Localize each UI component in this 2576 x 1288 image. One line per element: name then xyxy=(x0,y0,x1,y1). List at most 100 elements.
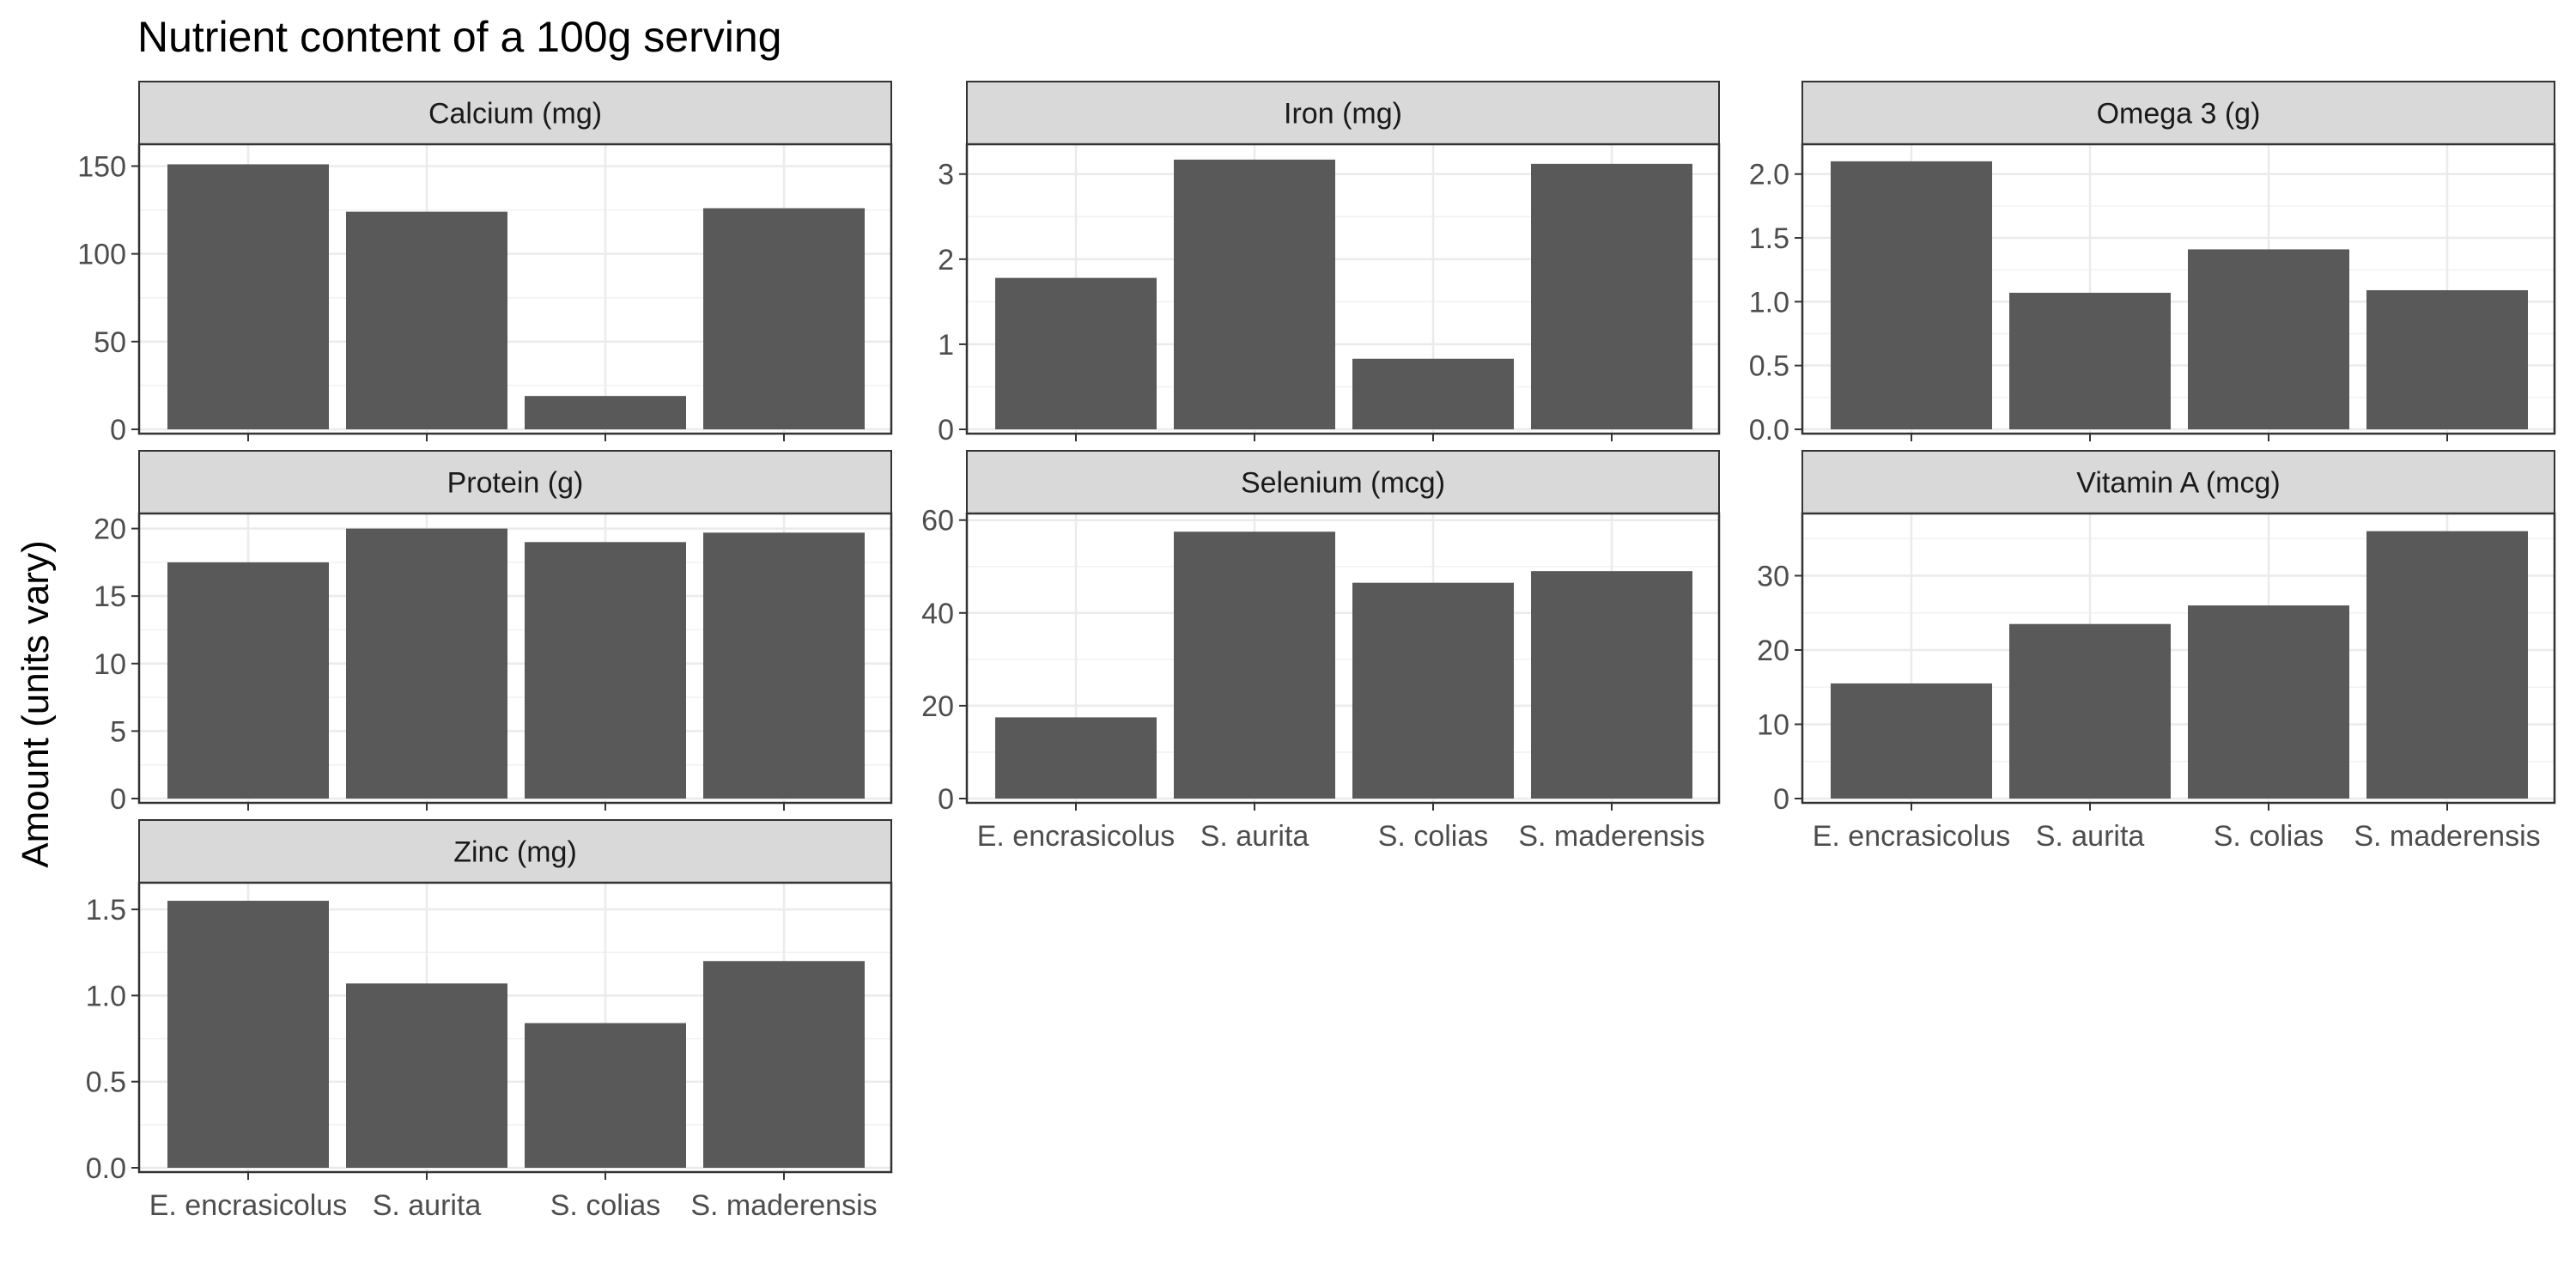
y-tick-label: 40 xyxy=(921,598,954,630)
y-tick-label: 20 xyxy=(921,690,954,723)
bar xyxy=(346,983,507,1168)
bar xyxy=(1352,358,1514,429)
y-tick-label: 1.5 xyxy=(86,894,126,927)
y-tick-label: 10 xyxy=(94,648,126,681)
y-tick-label: 100 xyxy=(77,239,126,271)
y-tick-label: 2.0 xyxy=(1749,159,1789,191)
x-tick-label: S. maderensis xyxy=(2354,820,2540,853)
x-tick-label: S. colias xyxy=(550,1189,661,1222)
panel-border xyxy=(137,881,893,1174)
facet-panel: Selenium (mcg) 0 20 40 60 E. encrasicolus S. a… xyxy=(921,450,1721,853)
facet-panel: Vitamin A (mcg) 0 10 20 30 E. encrasicolus S. … xyxy=(1757,450,2556,853)
panel-border xyxy=(137,143,893,435)
bar xyxy=(995,717,1157,799)
facet-strip-label: Calcium (mg) xyxy=(428,98,602,131)
facet-panel: Protein (g) 0 5 10 15 20 xyxy=(94,450,893,816)
bar xyxy=(167,562,329,799)
facet-strip xyxy=(966,81,1720,145)
facet-strip xyxy=(138,819,892,884)
bar xyxy=(346,528,507,799)
bar xyxy=(2188,249,2349,429)
y-tick-label: 15 xyxy=(94,580,126,613)
y-tick-label: 2 xyxy=(938,244,954,276)
bar xyxy=(703,532,865,799)
panel-border xyxy=(965,512,1721,805)
facet-strip-label: Zinc (mg) xyxy=(453,836,577,869)
y-tick-label: 0 xyxy=(938,414,954,447)
bar xyxy=(2009,623,2171,799)
y-tick-label: 0 xyxy=(938,783,954,816)
y-tick-label: 0.0 xyxy=(86,1152,126,1185)
bar xyxy=(995,277,1157,429)
facet-strip xyxy=(138,450,892,514)
y-axis-label: Amount (units vary) xyxy=(15,540,57,867)
x-tick-label: E. encrasicolus xyxy=(977,820,1176,853)
y-tick-label: 1.0 xyxy=(86,980,126,1012)
bar xyxy=(2366,289,2528,429)
y-tick-label: 20 xyxy=(1757,635,1789,667)
y-tick-label: 0 xyxy=(1773,783,1789,816)
y-tick-label: 1.5 xyxy=(1749,222,1789,255)
bar xyxy=(167,164,329,430)
bar xyxy=(2009,292,2171,429)
bar xyxy=(2366,531,2528,799)
facet-panel: Omega 3 (g) 0.0 0.5 1.0 1.5 2.0 xyxy=(1749,81,2556,447)
y-tick-label: 1 xyxy=(938,329,954,361)
y-tick-label: 10 xyxy=(1757,708,1789,741)
facet-strip-label: Protein (g) xyxy=(447,467,584,500)
y-tick-label: 0 xyxy=(110,783,126,816)
bar xyxy=(1531,163,1692,429)
y-tick-label: 0.5 xyxy=(86,1066,126,1099)
y-tick-label: 50 xyxy=(94,326,126,359)
panel-border xyxy=(1801,512,2556,805)
x-tick-label: S. maderensis xyxy=(1518,820,1704,853)
y-tick-label: 0 xyxy=(110,414,126,447)
y-tick-label: 3 xyxy=(938,159,954,191)
panel-border xyxy=(137,512,893,805)
bar xyxy=(1831,161,1992,429)
facet-panel: Zinc (mg) 0.0 0.5 1.0 1.5 E. encrasicolus S. a… xyxy=(86,819,893,1222)
y-tick-label: 30 xyxy=(1757,560,1789,592)
x-tick-label: S. aurita xyxy=(373,1189,482,1222)
bar xyxy=(525,542,686,799)
facet-strip-label: Selenium (mcg) xyxy=(1241,467,1445,500)
y-tick-label: 5 xyxy=(110,715,126,748)
x-tick-label: S. maderensis xyxy=(690,1189,877,1222)
bar xyxy=(525,396,686,429)
facet-strip-label: Iron (mg) xyxy=(1284,98,1402,131)
y-tick-label: 20 xyxy=(94,513,126,546)
x-tick-label: E. encrasicolus xyxy=(149,1189,348,1222)
facet-strip xyxy=(138,81,892,145)
bar xyxy=(703,961,865,1168)
x-tick-label: S. colias xyxy=(2214,820,2324,853)
chart-title: Nutrient content of a 100g serving xyxy=(137,13,781,61)
bar xyxy=(1531,571,1692,799)
facet-strip-label: Omega 3 (g) xyxy=(2097,98,2261,131)
bar xyxy=(167,901,329,1168)
y-tick-label: 0.0 xyxy=(1749,414,1789,447)
facet-strip xyxy=(1801,81,2555,145)
bar xyxy=(1352,582,1514,799)
facet-strip xyxy=(966,450,1720,514)
facet-panel: Iron (mg) 0 1 2 3 xyxy=(938,81,1721,447)
x-tick-label: S. aurita xyxy=(1200,820,1309,853)
bar xyxy=(1174,159,1335,429)
facet-strip-label: Vitamin A (mcg) xyxy=(2076,467,2280,500)
bar xyxy=(525,1023,686,1168)
y-tick-label: 0.5 xyxy=(1749,350,1789,383)
panel-border xyxy=(1801,143,2556,435)
bar xyxy=(1831,683,1992,799)
x-tick-label: S. colias xyxy=(1378,820,1489,853)
x-tick-label: E. encrasicolus xyxy=(1813,820,2011,853)
x-tick-label: S. aurita xyxy=(2036,820,2145,853)
y-tick-label: 1.0 xyxy=(1749,286,1789,319)
y-tick-label: 150 xyxy=(77,150,126,183)
facet-panel: Calcium (mg) 0 50 100 150 xyxy=(77,81,893,447)
y-tick-label: 60 xyxy=(921,505,954,538)
bar xyxy=(346,211,507,429)
bar xyxy=(2188,605,2349,799)
bar xyxy=(703,208,865,430)
bar xyxy=(1174,532,1335,799)
